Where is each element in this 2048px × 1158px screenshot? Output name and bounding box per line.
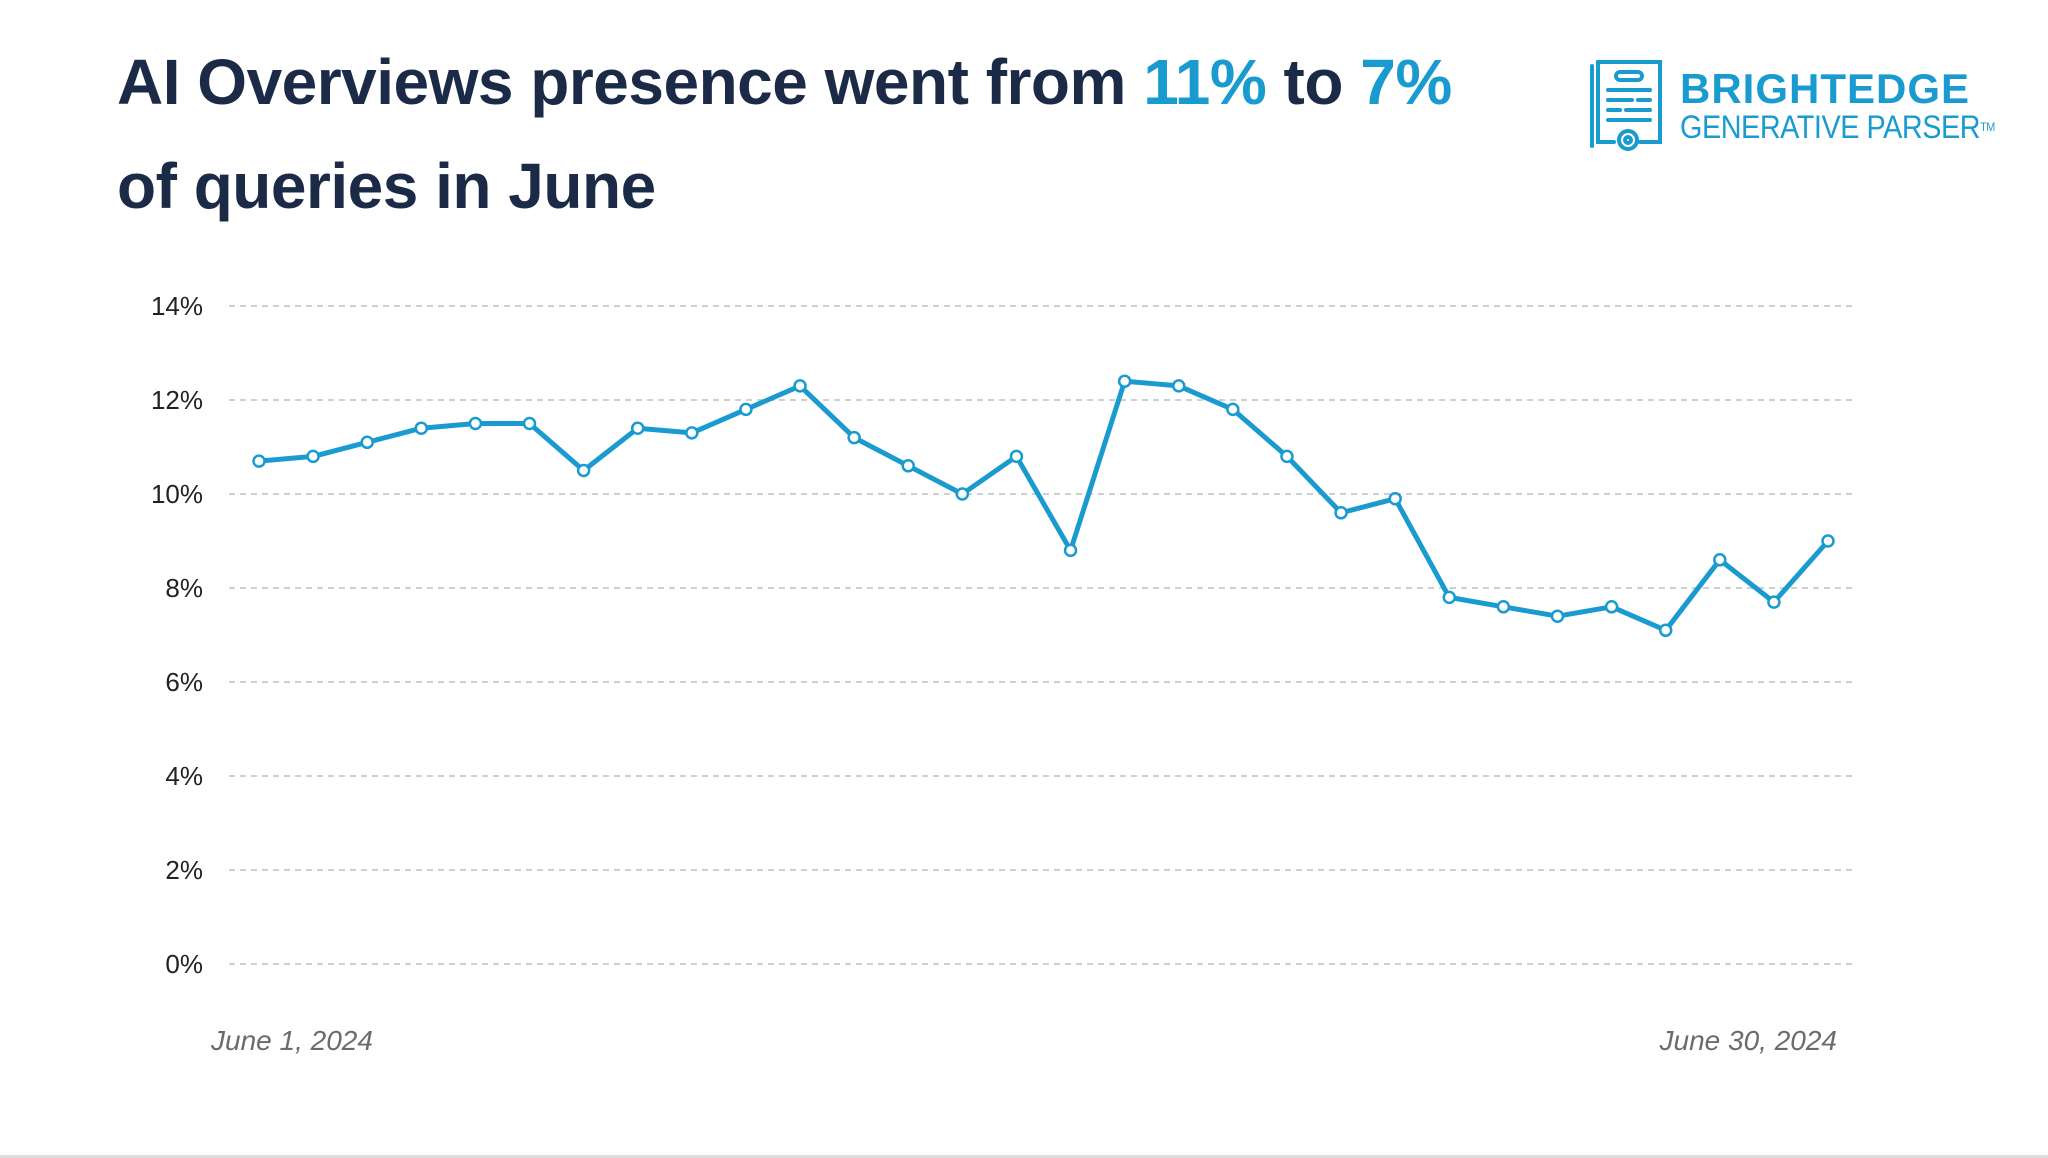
data-point	[685, 426, 699, 440]
data-point	[1226, 402, 1240, 417]
data-point	[793, 379, 807, 393]
data-point	[739, 402, 753, 417]
logo-tm: TM	[1980, 120, 1995, 134]
y-tick-label: 10%	[151, 479, 203, 509]
data-point	[576, 463, 591, 478]
data-point	[1821, 534, 1835, 548]
data-point	[414, 421, 429, 435]
data-point	[468, 416, 483, 431]
y-tick-label: 2%	[165, 855, 203, 885]
data-point	[252, 454, 266, 468]
y-tick-label: 0%	[165, 949, 203, 979]
data-point	[1172, 379, 1186, 393]
data-point	[1442, 590, 1457, 605]
data-point	[360, 435, 374, 450]
title-text: AI Overviews presence went from	[117, 46, 1144, 118]
y-tick-label: 12%	[151, 385, 203, 415]
data-point	[1280, 449, 1294, 464]
data-point	[522, 416, 537, 431]
title-text: of queries in June	[117, 150, 656, 222]
data-point	[306, 449, 320, 464]
y-tick-label: 8%	[165, 573, 203, 603]
data-point	[1550, 609, 1565, 623]
data-point	[1767, 595, 1781, 609]
title-text: to	[1266, 46, 1361, 118]
data-point	[1334, 506, 1348, 520]
y-tick-label: 6%	[165, 667, 203, 697]
brightedge-logo: BRIGHTEDGE GENERATIVE PARSERTM	[1588, 58, 2030, 154]
data-point	[1713, 553, 1727, 567]
x-end-label: June 30, 2024	[1659, 1025, 1838, 1056]
logo-product: GENERATIVE PARSER	[1680, 109, 1981, 145]
data-point	[901, 459, 915, 473]
data-point	[955, 487, 970, 501]
title-to-value: 7%	[1360, 46, 1452, 118]
data-point	[1388, 491, 1402, 506]
data-point	[630, 421, 645, 435]
data-point	[1604, 600, 1619, 614]
y-tick-label: 14%	[151, 291, 203, 321]
chart-title: AI Overviews presence went from 11% to 7…	[117, 30, 1517, 238]
data-point	[1658, 623, 1673, 638]
certificate-document-icon	[1590, 60, 1662, 151]
data-point	[1496, 600, 1511, 614]
data-point	[1117, 374, 1132, 388]
data-point	[1009, 449, 1024, 464]
bottom-divider	[0, 1155, 2048, 1158]
data-point	[1063, 543, 1078, 558]
data-point	[847, 430, 861, 445]
logo-brand: BRIGHTEDGE	[1680, 65, 1971, 112]
x-start-label: June 1, 2024	[211, 1025, 373, 1056]
y-tick-label: 4%	[165, 761, 203, 791]
title-from-value: 11%	[1143, 46, 1267, 118]
series-line	[258, 378, 1830, 633]
